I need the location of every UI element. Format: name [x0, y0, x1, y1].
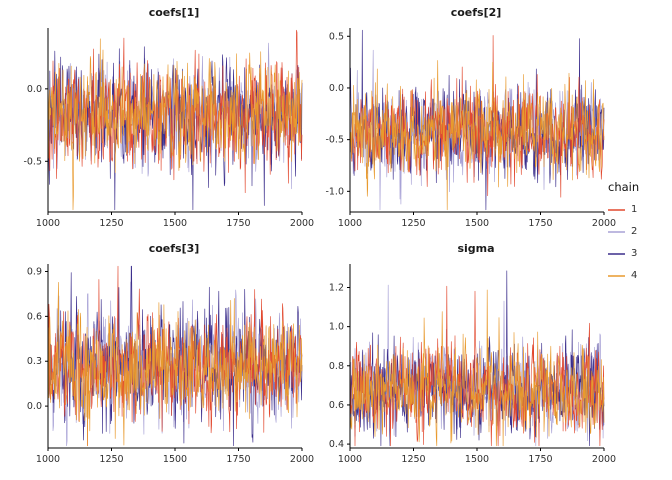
- svg-text:0.6: 0.6: [329, 400, 344, 411]
- svg-text:1500: 1500: [163, 218, 187, 229]
- legend-label: 4: [631, 270, 638, 281]
- chain-legend: chain 1 2 3 4: [608, 0, 668, 480]
- svg-text:1750: 1750: [226, 218, 250, 229]
- svg-text:1250: 1250: [401, 218, 425, 229]
- svg-text:1500: 1500: [465, 454, 489, 465]
- svg-text:0.0: 0.0: [329, 83, 344, 94]
- legend-item-chain-3: 3: [608, 248, 668, 259]
- chain-4-line-icon: [608, 274, 625, 277]
- trace-plot-svg: 1.2 1.0 0.8 0.6 0.4 1000 1250 1500 1750 2000: [329, 264, 616, 465]
- trace-panel-sigma: sigma 1.2 1.0 0.8 0.6 0.4 1000 1250 1500 1750 200…: [308, 240, 616, 476]
- svg-text:-1.0: -1.0: [325, 186, 344, 197]
- panel-title: coefs[3]: [148, 242, 200, 255]
- svg-text:1.0: 1.0: [329, 322, 344, 333]
- trace-panel-coefs-3: coefs[3] 0.9 0.6 0.3 0.0 1000 1250 1500 1750 200…: [6, 240, 314, 476]
- trace-panel-coefs-1: coefs[1] 0.0 -0.5 1000 1250 1500 1750 2000: [6, 4, 314, 240]
- svg-text:0.0: 0.0: [27, 401, 42, 412]
- svg-text:2000: 2000: [290, 454, 314, 465]
- svg-text:-0.5: -0.5: [23, 156, 42, 167]
- svg-text:1750: 1750: [226, 454, 250, 465]
- svg-text:0.5: 0.5: [329, 31, 344, 42]
- legend-label: 2: [631, 226, 638, 237]
- svg-text:0.4: 0.4: [329, 439, 344, 450]
- legend-label: 1: [631, 204, 638, 215]
- svg-text:1000: 1000: [338, 218, 362, 229]
- trace-plot-svg: 0.9 0.6 0.3 0.0 1000 1250 1500 1750 2000: [27, 264, 314, 465]
- svg-text:1000: 1000: [36, 218, 60, 229]
- svg-text:2000: 2000: [592, 218, 616, 229]
- svg-text:1000: 1000: [36, 454, 60, 465]
- chain-1-line-icon: [608, 208, 625, 211]
- svg-text:0.9: 0.9: [27, 266, 42, 277]
- legend-item-chain-1: 1: [608, 204, 668, 215]
- legend-title: chain: [608, 180, 640, 194]
- svg-text:1750: 1750: [528, 454, 552, 465]
- svg-text:2000: 2000: [592, 454, 616, 465]
- trace-panel-coefs-2: coefs[2] 0.5 0.0 -0.5 -1.0 1000 1250 1500 1750 2…: [308, 4, 616, 240]
- legend-item-chain-2: 2: [608, 226, 668, 237]
- chain-3-line-icon: [608, 252, 625, 255]
- svg-text:2000: 2000: [290, 218, 314, 229]
- legend-label: 3: [631, 248, 638, 259]
- svg-text:1500: 1500: [163, 454, 187, 465]
- svg-text:0.3: 0.3: [27, 356, 42, 367]
- trace-plot-svg: 0.0 -0.5 1000 1250 1500 1750 2000: [23, 28, 314, 229]
- svg-text:1250: 1250: [99, 454, 123, 465]
- svg-text:0.0: 0.0: [27, 84, 42, 95]
- svg-text:1000: 1000: [338, 454, 362, 465]
- svg-text:0.8: 0.8: [329, 361, 344, 372]
- legend-item-chain-4: 4: [608, 270, 668, 281]
- svg-text:0.6: 0.6: [27, 311, 42, 322]
- chain-2-line-icon: [608, 230, 625, 233]
- panel-title: coefs[2]: [450, 6, 502, 19]
- panel-title: coefs[1]: [148, 6, 200, 19]
- trace-plot-svg: 0.5 0.0 -0.5 -1.0 1000 1250 1500 1750 2000: [325, 28, 616, 229]
- svg-text:1500: 1500: [465, 218, 489, 229]
- svg-text:-0.5: -0.5: [325, 135, 344, 146]
- svg-text:1250: 1250: [401, 454, 425, 465]
- svg-text:1750: 1750: [528, 218, 552, 229]
- panel-title: sigma: [457, 242, 495, 255]
- svg-text:1.2: 1.2: [329, 282, 344, 293]
- panel-grid: coefs[1] 0.0 -0.5 1000 1250 1500 1750 2000 coe…: [6, 4, 616, 476]
- svg-text:1250: 1250: [99, 218, 123, 229]
